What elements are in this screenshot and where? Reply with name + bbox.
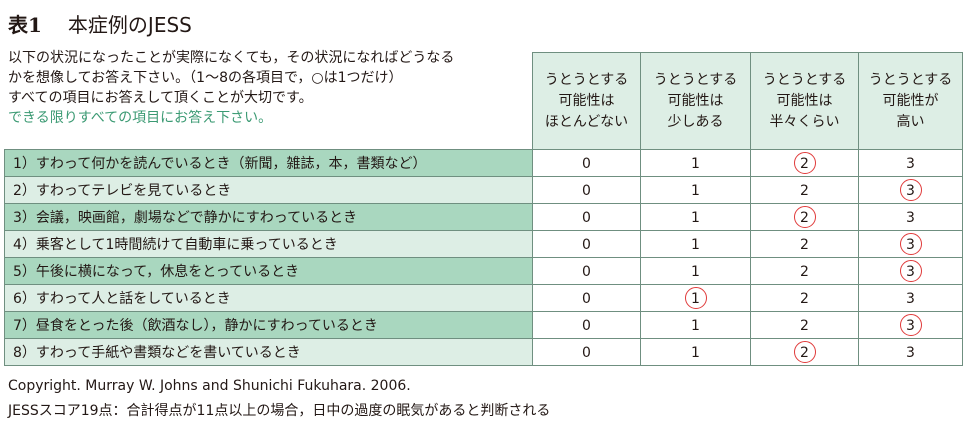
score-note: JESSスコア19点：合計得点が11点以上の場合，日中の過度の眠気があると判断さ… — [8, 403, 551, 419]
jess-table: うとうとする 可能性は ほとんどない うとうとする 可能性は 少しある うとうとする 可能… — [4, 52, 963, 366]
instruction-line: すべての項目にお答えして頂くことが大切です。 — [8, 90, 313, 106]
score-option: 3 — [906, 345, 915, 361]
score-option: 0 — [582, 318, 591, 334]
score-option: 0 — [582, 264, 591, 280]
score-option: 1 — [691, 156, 700, 172]
score-option: 1 — [691, 237, 700, 253]
score-option: 0 — [582, 183, 591, 199]
table-number: 表1 — [8, 12, 42, 37]
score-option: 3 — [906, 156, 915, 172]
score-option: 1 — [691, 264, 700, 280]
score-option: 1 — [691, 318, 700, 334]
item-label: 4）乗客として1時間続けて自動車に乗っているとき — [4, 230, 533, 258]
column-header-score-0: うとうとする 可能性は ほとんどない — [532, 52, 641, 150]
table-title: 表1 本症例のJESS — [8, 6, 192, 40]
selected-score-circle: 2 — [793, 206, 816, 228]
instruction-line: かを想像してお答え下さい。（1～8の各項目で，○は1つだけ） — [8, 70, 403, 86]
item-label: 5）午後に横になって，休息をとっているとき — [4, 257, 533, 285]
instruction-line: 以下の状況になったことが実際になくても，その状況になればどうなる — [8, 50, 455, 66]
score-option: 1 — [691, 345, 700, 361]
instruction-emphasis: できる限りすべての項目にお答え下さい。 — [8, 110, 273, 126]
selected-score-circle: 3 — [899, 260, 922, 282]
copyright-text: Copyright. Murray W. Johns and Shunichi … — [8, 378, 411, 394]
score-option: 0 — [582, 156, 591, 172]
score-option: 0 — [582, 345, 591, 361]
table-header-row: うとうとする 可能性は ほとんどない うとうとする 可能性は 少しある うとうとする 可能… — [4, 52, 963, 150]
score-option: 0 — [582, 237, 591, 253]
table-row: 2）すわってテレビを見ているとき 0 1 2 3 — [4, 176, 963, 204]
score-option: 2 — [800, 183, 809, 199]
table-row: 4）乗客として1時間続けて自動車に乗っているとき 0 1 2 3 — [4, 230, 963, 258]
item-label: 7）昼食をとった後（飲酒なし），静かにすわっているとき — [4, 311, 533, 339]
score-option: 2 — [800, 237, 809, 253]
selected-score-circle: 2 — [793, 152, 816, 174]
score-option: 1 — [691, 210, 700, 226]
item-label: 2）すわってテレビを見ているとき — [4, 176, 533, 204]
score-option: 2 — [800, 264, 809, 280]
table-row: 5）午後に横になって，休息をとっているとき 0 1 2 3 — [4, 257, 963, 285]
score-option: 2 — [800, 291, 809, 307]
score-option: 3 — [906, 210, 915, 226]
column-header-score-2: うとうとする 可能性は 半々くらい — [750, 52, 859, 150]
selected-score-circle: 3 — [899, 314, 922, 336]
table-row: 8）すわって手紙や書類などを書いているとき 0 1 2 3 — [4, 338, 963, 366]
score-option: 0 — [582, 210, 591, 226]
table-row: 6）すわって人と話をしているとき 0 1 2 3 — [4, 284, 963, 312]
score-option: 2 — [800, 318, 809, 334]
item-label: 3）会議，映画館，劇場などで静かにすわっているとき — [4, 203, 533, 231]
table-row: 1）すわって何かを読んでいるとき（新聞，雑誌，本，書類など） 0 1 2 3 — [4, 149, 963, 177]
score-option: 1 — [691, 183, 700, 199]
footer: Copyright. Murray W. Johns and Shunichi … — [8, 374, 550, 424]
item-label: 6）すわって人と話をしているとき — [4, 284, 533, 312]
selected-score-circle: 3 — [899, 179, 922, 201]
table-row: 7）昼食をとった後（飲酒なし），静かにすわっているとき 0 1 2 3 — [4, 311, 963, 339]
header-spacer — [4, 52, 533, 150]
selected-score-circle: 2 — [793, 341, 816, 363]
item-label: 8）すわって手紙や書類などを書いているとき — [4, 338, 533, 366]
column-header-score-3: うとうとする 可能性が 高い — [858, 52, 963, 150]
item-label: 1）すわって何かを読んでいるとき（新聞，雑誌，本，書類など） — [4, 149, 533, 177]
score-option: 3 — [906, 291, 915, 307]
selected-score-circle: 3 — [899, 233, 922, 255]
instructions: 以下の状況になったことが実際になくても，その状況になればどうなる かを想像してお… — [8, 48, 528, 128]
score-option: 0 — [582, 291, 591, 307]
table-row: 3）会議，映画館，劇場などで静かにすわっているとき 0 1 2 3 — [4, 203, 963, 231]
selected-score-circle: 1 — [684, 287, 707, 309]
table-title-text: 本症例のJESS — [67, 12, 192, 37]
column-header-score-1: うとうとする 可能性は 少しある — [640, 52, 751, 150]
